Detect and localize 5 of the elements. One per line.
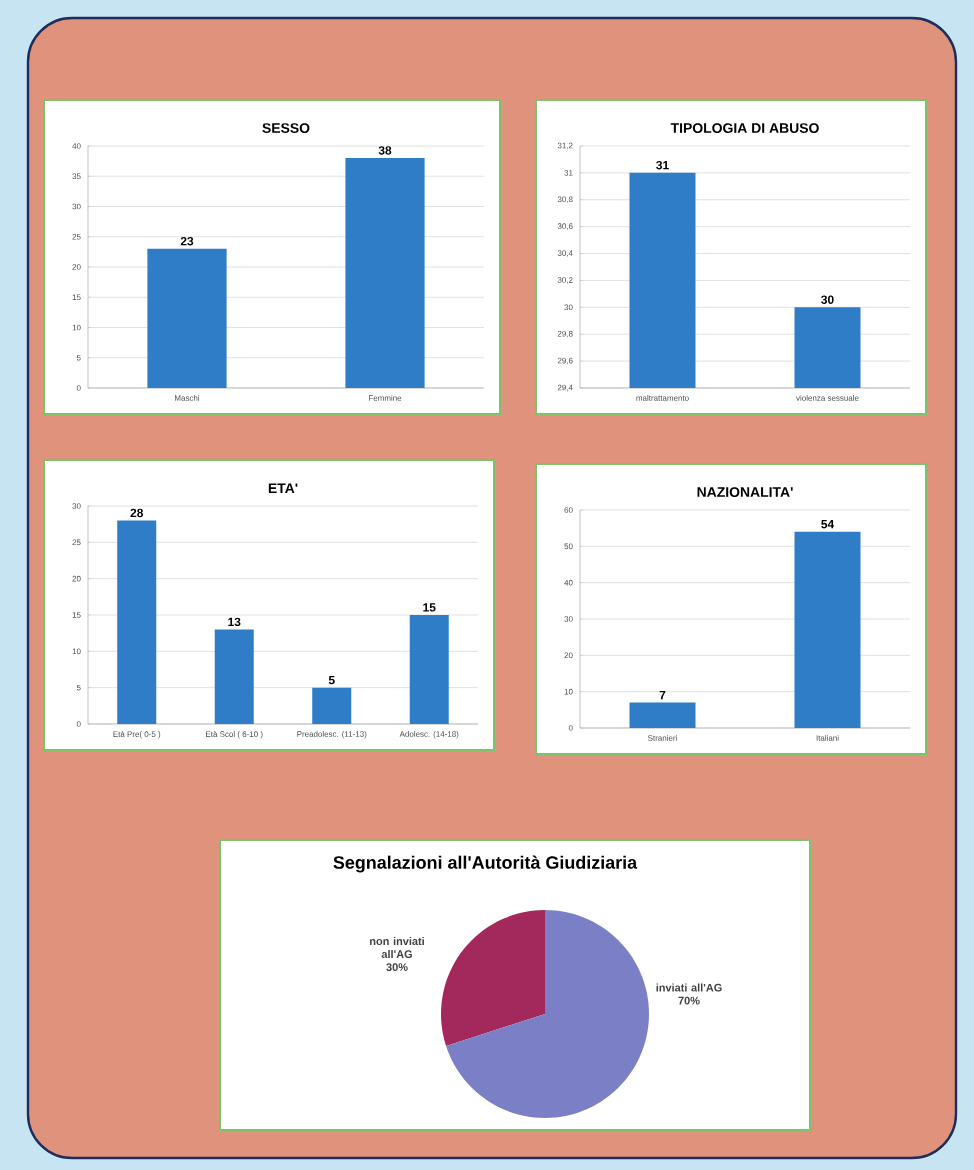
bar [117,520,157,724]
bar [409,614,449,724]
bar [214,629,254,724]
chart-title: Segnalazioni all'Autorità Giudiziaria [333,855,638,873]
bar [312,687,352,724]
